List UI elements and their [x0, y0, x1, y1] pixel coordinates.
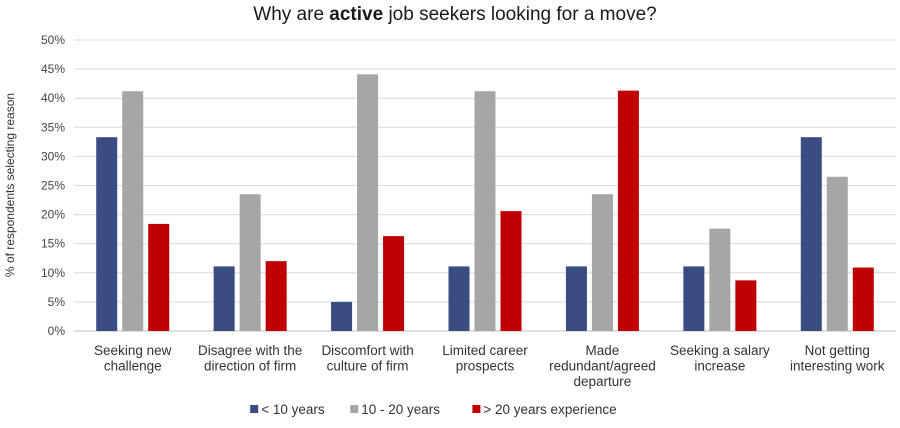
bar [383, 236, 405, 331]
y-tick-label: 40% [41, 91, 65, 105]
bar [800, 137, 822, 331]
legend: < 10 years 10 - 20 years > 20 years experi… [250, 402, 617, 417]
chart-title-pre: Why are [253, 4, 329, 25]
legend-swatch [472, 405, 481, 413]
chart-title-post: job seekers looking for a move? [383, 4, 657, 25]
y-tick-label: 15% [41, 237, 65, 251]
bar [474, 91, 496, 331]
x-category-label: Discomfort with culture of firm [321, 343, 413, 374]
bar [448, 266, 470, 331]
x-category-label: Not getting interesting work [790, 343, 885, 374]
y-tick-label: 5% [48, 295, 66, 309]
x-category-label: Made redundant/agreed departure [549, 343, 656, 389]
bar [122, 91, 144, 331]
bar [148, 223, 170, 331]
y-tick-label: 0% [48, 324, 66, 338]
y-tick-label: 35% [41, 120, 65, 134]
legend-label: < 10 years [261, 402, 325, 417]
y-tick-label: 50% [41, 33, 65, 47]
bars [96, 74, 874, 331]
bar [826, 176, 848, 331]
y-axis-label: % of respondents selecting reason [3, 93, 17, 277]
bar [331, 301, 353, 331]
bar [565, 266, 587, 331]
legend-swatch [350, 405, 359, 413]
legend-swatch [250, 405, 259, 413]
legend-label: > 20 years experience [483, 402, 616, 417]
x-category-label: Seeking new challenge [94, 343, 172, 374]
bar [617, 90, 639, 331]
y-tick-label: 45% [41, 62, 65, 76]
bar [591, 194, 613, 331]
bar [96, 137, 118, 331]
bar [265, 261, 287, 331]
bar [735, 280, 757, 331]
bar [852, 267, 874, 331]
y-tick-label: 25% [41, 179, 65, 193]
legend-label: 10 - 20 years [361, 402, 440, 417]
x-category-label: Seeking a salary increase [670, 343, 770, 374]
chart-title: Why are active job seekers looking for a… [253, 4, 656, 25]
y-tick-label: 30% [41, 149, 65, 163]
bar [500, 211, 522, 331]
x-category-label: Disagree with the direction of firm [198, 343, 302, 374]
x-category-label: Limited career prospects [442, 343, 528, 374]
chart-title-bold: active [329, 4, 383, 25]
bar [213, 266, 235, 331]
y-axis-ticks: 0% 5% 10% 15% 20% 25% 30% 35% 40% 45% 50% [41, 33, 65, 338]
bar [357, 74, 379, 331]
y-tick-label: 20% [41, 208, 65, 222]
y-tick-label: 10% [41, 266, 65, 280]
bar [683, 266, 705, 331]
bar [239, 194, 261, 331]
x-axis-categories: Seeking new challenge Disagree with the dir… [94, 343, 885, 389]
bar [709, 228, 731, 331]
